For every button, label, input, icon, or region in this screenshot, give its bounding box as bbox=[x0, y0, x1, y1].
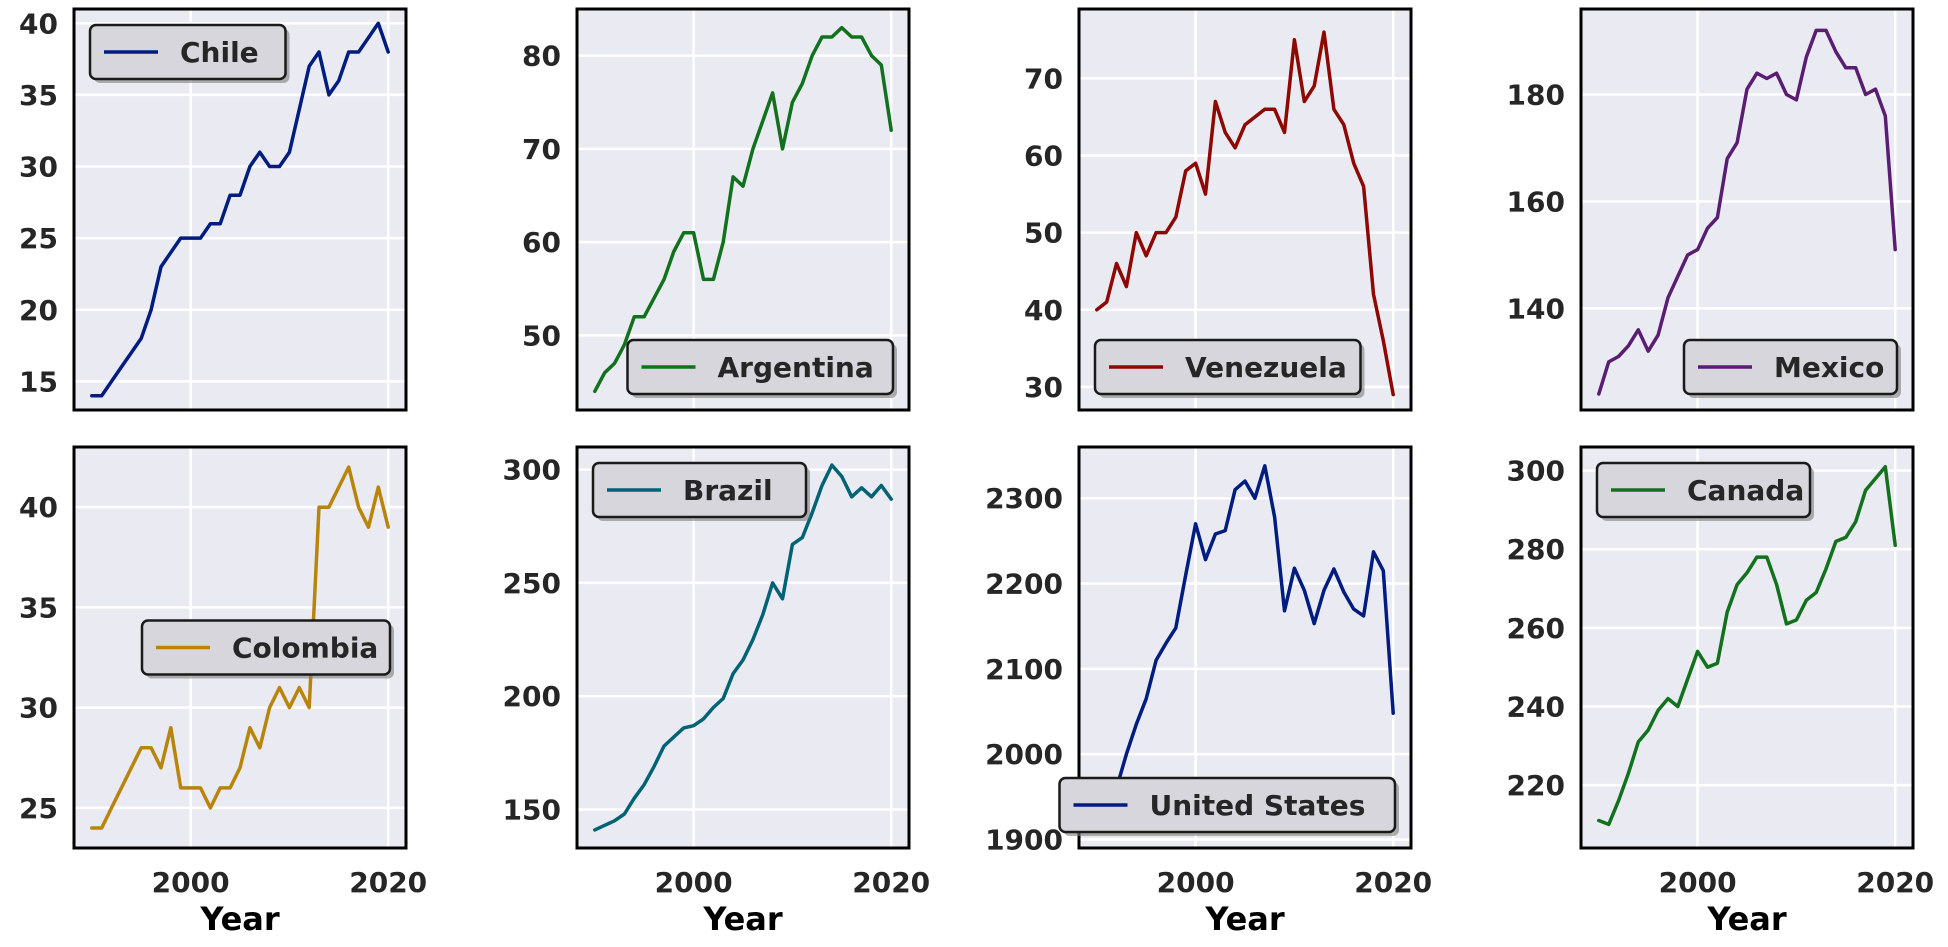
y-tick-label: 25 bbox=[19, 792, 58, 825]
series-line-brazil bbox=[593, 463, 893, 832]
x-tick-label: 2000 bbox=[655, 866, 733, 899]
y-tick-label: 25 bbox=[19, 222, 58, 255]
y-tick-label: 70 bbox=[522, 133, 561, 166]
x-axis-title: Year bbox=[1204, 900, 1285, 938]
chart-panel-5: 25 30 35 40 2000 2020 Year Colombia bbox=[19, 445, 427, 938]
legend: Canada bbox=[1595, 461, 1814, 521]
x-axis-title: Year bbox=[702, 900, 783, 938]
y-tick-label: 40 bbox=[1024, 294, 1063, 327]
legend-label: Chile bbox=[180, 36, 259, 69]
legend-box bbox=[1093, 338, 1362, 396]
legend-label: Venezuela bbox=[1185, 351, 1347, 384]
x-tick-label: 2020 bbox=[1354, 866, 1432, 899]
y-tick-label: 2100 bbox=[985, 653, 1063, 686]
y-tick-label: 50 bbox=[1024, 217, 1063, 250]
plot-frame bbox=[72, 7, 408, 412]
y-tick-label: 300 bbox=[1507, 455, 1565, 488]
x-tick-label: 2000 bbox=[1659, 866, 1737, 899]
legend-box bbox=[140, 619, 392, 676]
plot-frame bbox=[1077, 7, 1413, 412]
x-axis-title: Year bbox=[1706, 900, 1787, 938]
legend: United States bbox=[1058, 776, 1399, 836]
y-tick-label: 35 bbox=[19, 591, 58, 624]
series-line-venezuela bbox=[1095, 30, 1395, 397]
legend-box bbox=[88, 23, 287, 81]
y-tick-label: 160 bbox=[1507, 185, 1565, 218]
chart-panel-7: 1900 2000 2100 2200 2300 2000 2020 Year United S… bbox=[985, 445, 1432, 938]
legend: Venezuela bbox=[1093, 338, 1365, 398]
y-tick-label: 2200 bbox=[985, 568, 1063, 601]
y-tick-label: 260 bbox=[1507, 612, 1565, 645]
y-tick-label: 40 bbox=[19, 7, 58, 40]
y-tick-label: 20 bbox=[19, 294, 58, 327]
plot-frame bbox=[575, 445, 911, 850]
plot-frame bbox=[1579, 7, 1915, 412]
legend: Chile bbox=[88, 23, 290, 83]
legend-box bbox=[1682, 338, 1899, 396]
y-tick-label: 250 bbox=[503, 567, 561, 600]
x-tick-label: 2000 bbox=[152, 866, 230, 899]
y-tick-label: 40 bbox=[19, 491, 58, 524]
y-tick-label: 150 bbox=[503, 793, 561, 826]
legend-label: Mexico bbox=[1774, 351, 1884, 384]
chart-panel-8: 220 240 260 280 300 2000 2020 Year Canada bbox=[1507, 445, 1934, 938]
x-tick-label: 2000 bbox=[1157, 866, 1235, 899]
chart-panel-1: 15 20 25 30 35 40 Chile bbox=[19, 7, 408, 412]
legend-label: Canada bbox=[1687, 474, 1804, 507]
legend-label: Brazil bbox=[683, 474, 773, 507]
y-tick-label: 140 bbox=[1507, 292, 1565, 325]
legend-box bbox=[1595, 461, 1812, 519]
y-tick-label: 60 bbox=[1024, 140, 1063, 173]
x-tick-label: 2020 bbox=[1856, 866, 1934, 899]
legend: Mexico bbox=[1682, 338, 1901, 398]
x-tick-label: 2020 bbox=[349, 866, 427, 899]
y-tick-label: 280 bbox=[1507, 533, 1565, 566]
y-tick-label: 70 bbox=[1024, 62, 1063, 95]
plot-frame bbox=[1077, 445, 1413, 850]
legend-label: Colombia bbox=[232, 632, 378, 665]
y-tick-label: 35 bbox=[19, 79, 58, 112]
y-tick-label: 1900 bbox=[985, 823, 1063, 856]
legend-box bbox=[626, 338, 895, 396]
y-tick-label: 15 bbox=[19, 365, 58, 398]
y-tick-label: 220 bbox=[1507, 769, 1565, 802]
legend: Argentina bbox=[626, 338, 897, 398]
y-tick-label: 30 bbox=[19, 151, 58, 184]
legend-label: Argentina bbox=[718, 351, 874, 384]
y-tick-label: 50 bbox=[522, 319, 561, 352]
y-tick-label: 2000 bbox=[985, 738, 1063, 771]
series-line-chile bbox=[90, 21, 390, 398]
legend-box bbox=[591, 461, 808, 519]
y-tick-label: 180 bbox=[1507, 79, 1565, 112]
y-tick-label: 2300 bbox=[985, 482, 1063, 515]
y-tick-label: 30 bbox=[1024, 371, 1063, 404]
series-line-united-states bbox=[1095, 464, 1395, 833]
y-tick-label: 30 bbox=[19, 692, 58, 725]
legend-label: United States bbox=[1150, 789, 1366, 822]
series-line-argentina bbox=[593, 25, 893, 394]
x-tick-label: 2020 bbox=[852, 866, 930, 899]
plot-frame bbox=[575, 7, 911, 412]
y-tick-label: 200 bbox=[503, 680, 561, 713]
chart-panel-6: 150 200 250 300 2000 2020 Year Brazil bbox=[503, 445, 930, 938]
chart-panel-4: 140 160 180 Mexico bbox=[1507, 7, 1915, 412]
legend: Brazil bbox=[591, 461, 810, 521]
y-tick-label: 300 bbox=[503, 454, 561, 487]
y-tick-label: 240 bbox=[1507, 690, 1565, 723]
chart-panel-3: 30 40 50 60 70 Venezuela bbox=[1024, 7, 1413, 412]
y-tick-label: 60 bbox=[522, 226, 561, 259]
plot-frame bbox=[1579, 445, 1915, 850]
legend-box bbox=[1058, 776, 1397, 834]
series-line-canada bbox=[1597, 464, 1897, 827]
chart-panel-2: 50 60 70 80 Argentina bbox=[522, 7, 911, 412]
legend: Colombia bbox=[140, 619, 394, 679]
series-line-colombia bbox=[90, 465, 390, 830]
series-line-mexico bbox=[1597, 28, 1897, 396]
y-tick-label: 80 bbox=[522, 40, 561, 73]
plot-frame bbox=[72, 445, 408, 850]
x-axis-title: Year bbox=[199, 900, 280, 938]
